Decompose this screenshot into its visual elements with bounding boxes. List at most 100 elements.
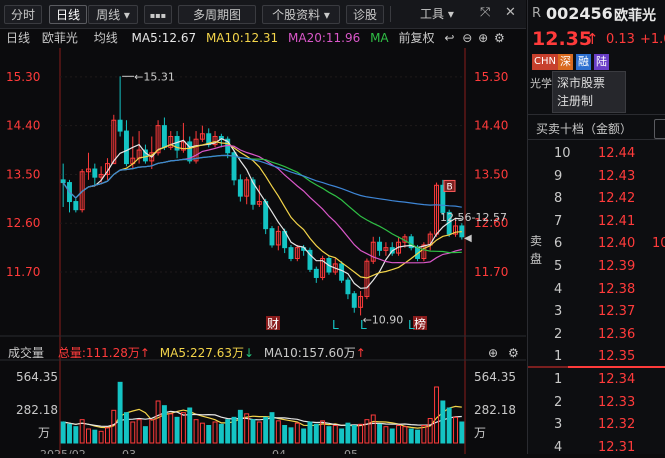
volume-bar [282, 425, 288, 444]
legend-stock-name: 欧菲光 [41, 31, 78, 45]
candlestick-chart[interactable]: 15.30 15.30 14.40 14.40 13.50 13.50 12.60 12.60… [0, 48, 526, 454]
level-number: 1 [554, 349, 563, 365]
bang-badge-bg [413, 316, 427, 330]
stock-info-button[interactable]: 个股资料 ▾ [262, 5, 340, 24]
buy-row[interactable]: 4 12.31 [528, 438, 665, 458]
volume-total: 总量:111.28万 [57, 346, 140, 360]
volume-bar [79, 419, 85, 444]
level-number: 10 [554, 146, 571, 161]
volume-bar [155, 400, 161, 444]
close-icon[interactable]: ✕ [505, 5, 516, 20]
level-number: 8 [554, 191, 563, 207]
sell-row[interactable]: 2 12.36 [528, 325, 665, 345]
stock-code: 002456 [546, 4, 613, 23]
level-price: 12.31 [598, 439, 636, 455]
level-price: 12.38 [598, 281, 636, 297]
buy-row[interactable]: 1 12.34 [528, 370, 665, 390]
tag-chn[interactable]: CHN [532, 54, 558, 70]
zoom-in-icon[interactable]: ⊕ [478, 31, 489, 45]
volume-bar [73, 426, 79, 444]
candle-body [307, 249, 313, 270]
volume-bar [351, 425, 357, 444]
volume-bar [427, 418, 433, 444]
l-marker: L [360, 318, 367, 332]
volume-bar [60, 421, 66, 444]
legend-ma-label: 均线 [93, 31, 118, 45]
back-icon[interactable]: ↩ [444, 31, 455, 45]
price-tick-left: 13.50 [6, 167, 40, 181]
zoom-in-icon[interactable]: ⊕ [488, 346, 499, 360]
zoom-out-icon[interactable]: ⊖ [462, 31, 473, 45]
settings-icon[interactable]: ⚙ [508, 346, 519, 360]
volume-bar [383, 426, 389, 444]
buy-row[interactable]: 3 12.32 [528, 415, 665, 435]
price-tick-left: 11.70 [6, 265, 40, 279]
adjust-label[interactable]: 前复权 [398, 31, 435, 45]
tools-button[interactable]: 工具 ▾ [420, 5, 454, 24]
r-badge: R [532, 6, 542, 21]
candle-body [275, 230, 281, 246]
sell-row[interactable]: 7 12.41 [528, 212, 665, 232]
tab-weekly[interactable]: 周线 ▾ [88, 5, 138, 24]
tag-shenzhen[interactable]: 深 [558, 54, 573, 70]
sell-side-label: 卖盘 [530, 234, 543, 266]
sell-row[interactable]: 1 12.35 [528, 347, 665, 367]
tag-margin[interactable]: 融 [576, 54, 591, 70]
sell-row[interactable]: 6 12.40 10 [528, 234, 665, 254]
candle-body [193, 138, 199, 162]
candle-body [358, 295, 364, 308]
volume-bar [174, 416, 180, 444]
candle-body [180, 141, 186, 151]
multi-period-button[interactable]: 多周期图 [178, 5, 256, 24]
tab-daily[interactable]: 日线 [49, 5, 87, 24]
candle-body [73, 201, 79, 211]
orderbook-separator-accent [568, 366, 665, 368]
volume-ma5-line [63, 405, 462, 429]
volume-tick-right: 万 [474, 426, 486, 440]
candle-body [421, 244, 427, 259]
level-price: 12.39 [598, 259, 636, 274]
candle-body [269, 228, 275, 246]
candle-body [142, 149, 148, 162]
cai-badge: 财 [267, 317, 279, 331]
volume-bar [339, 428, 345, 444]
candle-body [383, 247, 389, 251]
volume-ma5: MA5:227.63万 [159, 346, 245, 360]
settings-icon[interactable]: ⚙ [493, 31, 505, 45]
volume-bar [377, 423, 383, 444]
sell-row[interactable]: 5 12.39 [528, 257, 665, 277]
volume-bar [434, 386, 439, 444]
sell-row[interactable]: 8 12.42 [528, 189, 665, 209]
price-tick-right: 11.70 [474, 265, 508, 279]
volume-bar [206, 425, 212, 444]
volume-bar [440, 400, 446, 444]
legend-period: 日线 [6, 31, 31, 45]
volume-bar [180, 412, 186, 444]
volume-bar [212, 421, 218, 444]
sell-row[interactable]: 4 12.38 [528, 280, 665, 300]
sell-row[interactable]: 10 12.44 [528, 144, 665, 164]
level-number: 6 [554, 236, 563, 252]
l-marker: L [408, 318, 415, 332]
volume-bar [396, 425, 402, 444]
tab-intraday[interactable]: 分时 [4, 5, 42, 24]
volume-bar [421, 425, 427, 444]
arrow-down-icon: ↓ [244, 346, 255, 360]
orderbook-toggle[interactable] [654, 119, 665, 139]
diagnose-button[interactable]: 诊股 [346, 5, 384, 24]
candle-body [123, 130, 129, 165]
fullscreen-icon[interactable]: ⤧ [480, 5, 491, 20]
level-price: 12.40 [598, 236, 636, 252]
tag-connect[interactable]: 陆 [594, 54, 609, 70]
legend-ma20: MA20:11.96 [288, 31, 361, 45]
sell-row[interactable]: 3 12.37 [528, 302, 665, 322]
quote-panel: R 002456 欧菲光 12.35 ↑ 0.13 +1.0 CHN 深 融 陆… [527, 0, 665, 455]
more-button[interactable]: ▪▪▪ [144, 5, 172, 24]
candle-body [313, 268, 319, 278]
sell-row[interactable]: 9 12.43 [528, 167, 665, 187]
volume-bar [199, 422, 205, 444]
buy-row[interactable]: 2 12.33 [528, 393, 665, 413]
candle-body [187, 141, 193, 162]
level-number: 2 [554, 394, 563, 410]
ma5-line [62, 138, 462, 289]
